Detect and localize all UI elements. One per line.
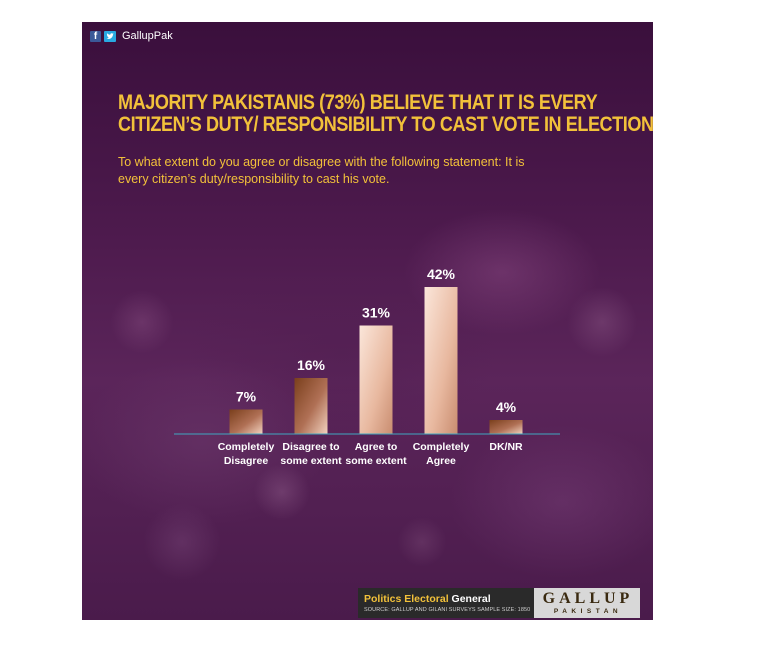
- footer-bar: Politics Electoral General SOURCE: GALLU…: [358, 588, 640, 618]
- category-label-1-0: Disagree to: [282, 441, 339, 453]
- chart-subtitle-line-2: every citizen’s duty/responsibility to c…: [118, 172, 390, 186]
- gallup-logo: GALLUP: [542, 590, 634, 607]
- background-photo: [82, 22, 653, 620]
- category-label-4-0: DK/NR: [489, 441, 523, 453]
- bar-2: [359, 325, 393, 434]
- bar-0: [229, 409, 263, 434]
- facebook-icon[interactable]: f: [90, 30, 101, 42]
- category-label-0-1: Disagree: [224, 455, 269, 467]
- value-label-1: 16%: [297, 357, 326, 373]
- value-label-3: 42%: [427, 266, 456, 282]
- bar-4: [489, 420, 523, 434]
- footer-info: Politics Electoral General SOURCE: GALLU…: [358, 588, 534, 618]
- category-label-2-1: some extent: [345, 455, 407, 467]
- value-label-2: 31%: [362, 305, 391, 321]
- bars-group: [229, 287, 523, 434]
- value-label-0: 7%: [236, 389, 257, 405]
- chart-subtitle-line-1: To what extent do you agree or disagree …: [118, 155, 525, 169]
- category-label-1-1: some extent: [280, 455, 342, 467]
- chart-title: MAJORITY PAKISTANIS (73%) BELIEVE THAT I…: [118, 92, 653, 136]
- bar-1: [294, 378, 328, 434]
- category-label-0-0: Completely: [218, 441, 275, 453]
- value-label-4: 4%: [496, 399, 517, 415]
- category-label-3-1: Agree: [426, 455, 456, 467]
- footer-source: SOURCE: GALLUP AND GILANI SURVEYS SAMPLE…: [364, 607, 531, 613]
- gallup-logo-sub: PAKISTAN: [553, 608, 623, 615]
- twitter-icon[interactable]: [104, 30, 116, 42]
- infographic-panel: f GallupPak MAJORITY PAKISTANIS (73%) BE…: [82, 22, 653, 620]
- category-label-3-0: Completely: [413, 441, 470, 453]
- bar-3: [424, 287, 458, 434]
- social-handle: GallupPak: [122, 30, 173, 42]
- chart-title-line-1: MAJORITY PAKISTANIS (73%) BELIEVE THAT I…: [118, 91, 598, 114]
- chart-title-line-2: CITIZEN’S DUTY/ RESPONSIBILITY TO CAST V…: [118, 113, 653, 136]
- footer-category: Politics Electoral General: [364, 593, 491, 605]
- social-bar: f GallupPak: [90, 30, 173, 42]
- labels-group: 7% Completely Disagree 16% Disagree to some e…: [218, 266, 523, 467]
- category-label-2-0: Agree to: [355, 441, 398, 453]
- chart-subtitle: To what extent do you agree or disagree …: [118, 154, 588, 188]
- footer-category-a: Politics Electoral: [364, 593, 449, 605]
- footer-category-b: General: [451, 593, 491, 605]
- bar-chart: 7% Completely Disagree 16% Disagree to some e…: [174, 266, 560, 467]
